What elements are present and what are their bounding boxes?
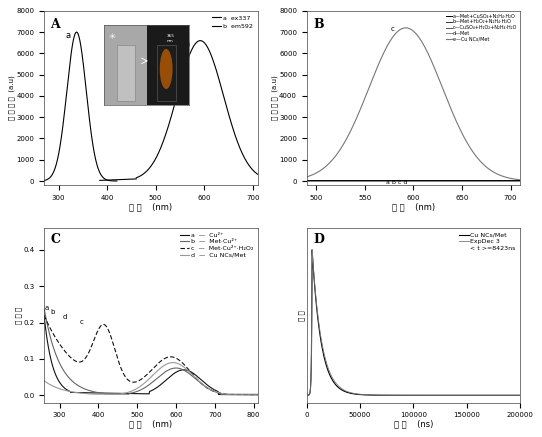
Legend: a  —  Cu²⁺, b  —  Met·Cu²⁺, c  —  Met·Cu²⁺·H₂O₂, d  —  Cu NCs/Met: a — Cu²⁺, b — Met·Cu²⁺, c — Met·Cu²⁺·H₂O…	[178, 231, 254, 259]
X-axis label: 波 长    (nm): 波 长 (nm)	[129, 202, 172, 212]
X-axis label: 波 长    (nm): 波 长 (nm)	[392, 202, 435, 212]
X-axis label: 波 长    (nm): 波 长 (nm)	[129, 420, 172, 429]
Legend: Cu NCs/Met, ExpDec 3, < t >=8423ns: Cu NCs/Met, ExpDec 3, < t >=8423ns	[458, 231, 517, 252]
Y-axis label: 荧 光 强 度  (a.u): 荧 光 强 度 (a.u)	[8, 76, 15, 121]
Legend: a—Met+CuSO₄+N₂H₄·H₂O, b—Met+H₂O₂+N₂H₄·H₂O, c—CuSO₄+H₂O₂+N₂H₄·H₂O, d—Met, e—Cu NC: a—Met+CuSO₄+N₂H₄·H₂O, b—Met+H₂O₂+N₂H₄·H₂…	[446, 13, 518, 42]
Y-axis label: 数 值: 数 值	[299, 310, 305, 321]
Y-axis label: 吸 光 度: 吸 光 度	[15, 307, 22, 324]
Text: d: d	[63, 314, 67, 320]
Text: c: c	[390, 26, 394, 32]
X-axis label: 时 间    (ns): 时 间 (ns)	[394, 420, 433, 429]
Text: c: c	[80, 319, 83, 326]
Text: A: A	[50, 18, 60, 31]
Text: a: a	[45, 305, 49, 311]
Text: b: b	[185, 40, 190, 49]
Text: a: a	[66, 31, 71, 41]
Text: D: D	[313, 233, 324, 246]
Text: b: b	[50, 309, 54, 315]
Text: a b c d: a b c d	[386, 180, 408, 185]
Legend: a  ex337, b  em592: a ex337, b em592	[211, 14, 254, 30]
Text: B: B	[313, 18, 324, 31]
Text: C: C	[50, 233, 61, 246]
Y-axis label: 荧 光 强 度  (a.u): 荧 光 强 度 (a.u)	[271, 76, 278, 121]
